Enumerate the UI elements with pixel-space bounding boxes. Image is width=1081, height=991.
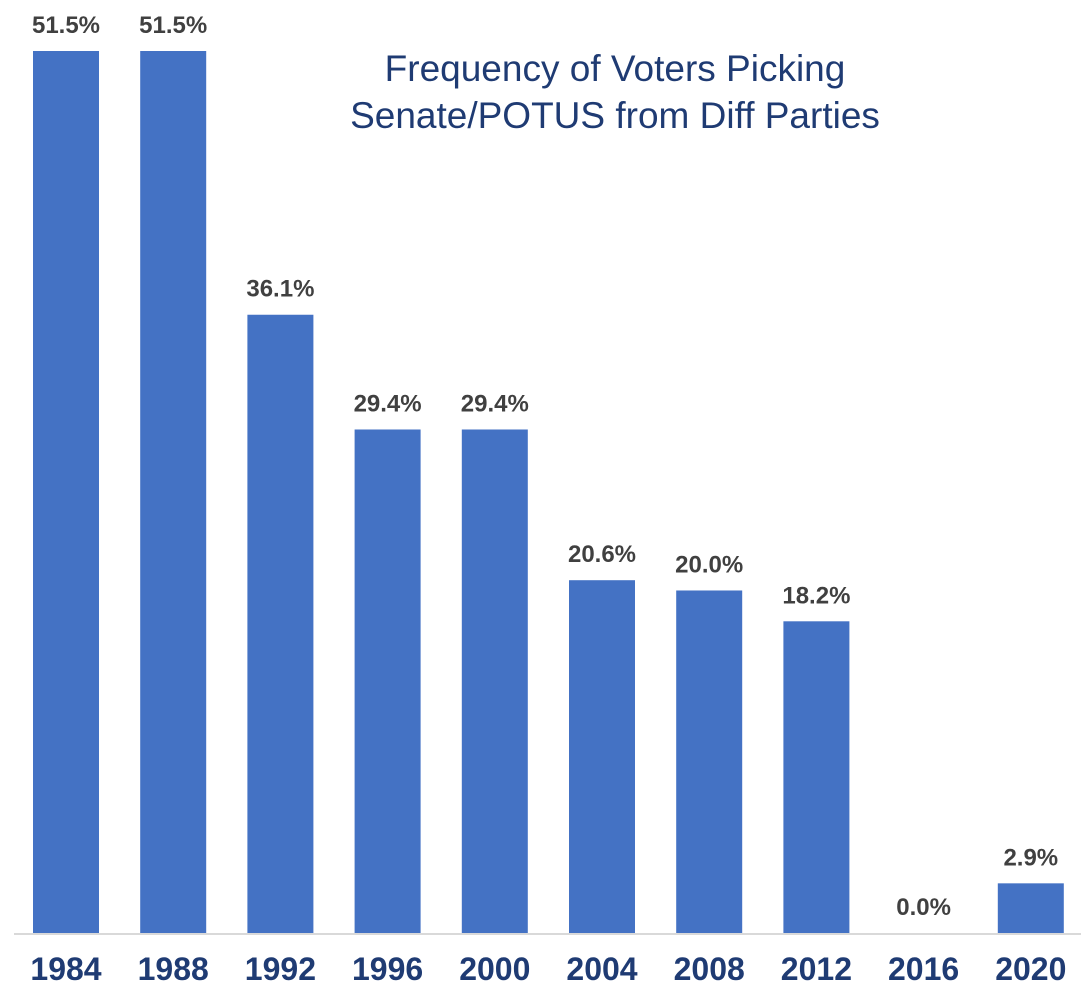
data-label-1992: 36.1% (246, 276, 314, 303)
data-label-2020: 2.9% (1003, 844, 1058, 871)
bar-2020 (997, 883, 1064, 933)
bar-2012 (783, 621, 850, 933)
data-label-2004: 20.6% (568, 541, 636, 568)
data-label-1984: 51.5% (32, 12, 100, 39)
x-tick-label-1996: 1996 (352, 951, 423, 987)
data-labels-group: 51.5% 51.5% 36.1% 29.4% 29.4% 20.6% 20.0% 18.2%… (32, 12, 1058, 921)
x-tick-label-2000: 2000 (459, 951, 530, 987)
data-label-2016: 0.0% (896, 894, 951, 921)
x-tick-label-2020: 2020 (995, 951, 1066, 987)
x-tick-label-1992: 1992 (245, 951, 316, 987)
bars-group (33, 51, 1064, 934)
data-label-1996: 29.4% (354, 390, 422, 417)
chart-title-line-2: Senate/POTUS from Diff Parties (350, 95, 880, 136)
data-label-2012: 18.2% (782, 582, 850, 609)
x-tick-label-2008: 2008 (674, 951, 745, 987)
bar-1984 (33, 51, 99, 933)
bar-1996 (354, 429, 421, 933)
bar-2008 (676, 590, 743, 933)
bar-2004 (569, 580, 635, 933)
data-label-1988: 51.5% (139, 12, 207, 39)
data-label-2008: 20.0% (675, 551, 743, 578)
bar-1988 (140, 51, 207, 933)
x-tick-label-2004: 2004 (566, 951, 637, 987)
chart-title-line-1: Frequency of Voters Picking (385, 48, 846, 89)
x-tick-label-2016: 2016 (888, 951, 959, 987)
data-label-2000: 29.4% (461, 390, 529, 417)
bar-2000 (461, 429, 528, 933)
bar-1992 (247, 314, 314, 934)
x-tick-label-1984: 1984 (30, 951, 101, 987)
x-tick-label-2012: 2012 (781, 951, 852, 987)
x-tick-labels-group: 1984 1988 1992 1996 2000 2004 2008 2012 2016 2020 (30, 951, 1066, 987)
x-tick-label-1988: 1988 (138, 951, 209, 987)
